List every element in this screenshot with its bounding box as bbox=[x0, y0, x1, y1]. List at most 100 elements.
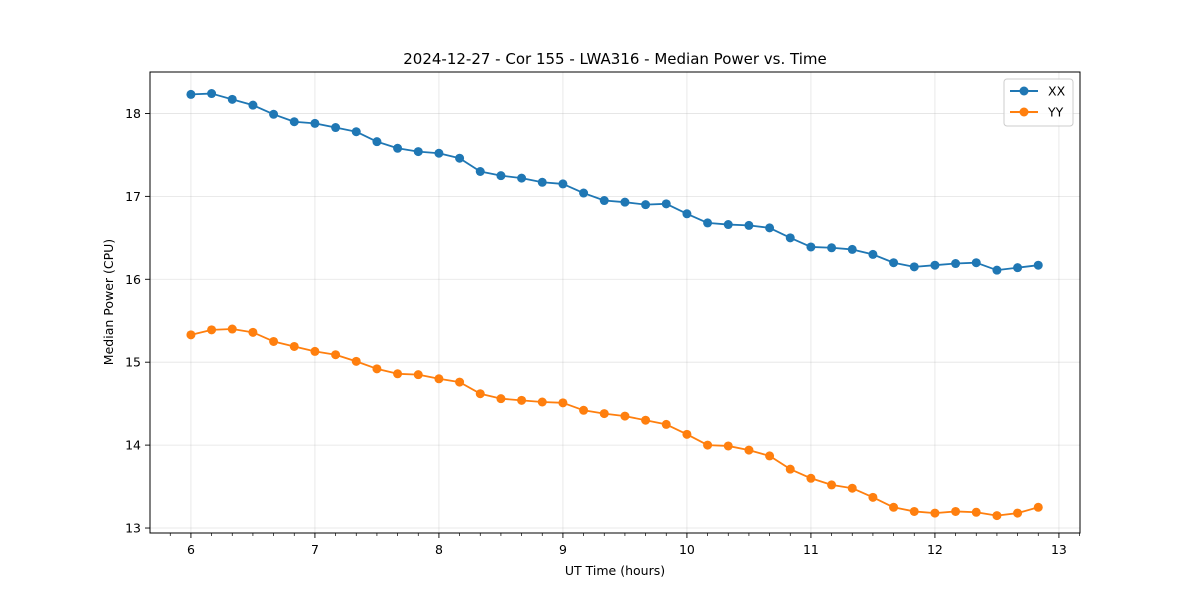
data-point-xx bbox=[455, 153, 465, 163]
data-point-yy bbox=[413, 370, 423, 380]
data-point-xx bbox=[1033, 260, 1043, 270]
data-point-xx bbox=[847, 244, 857, 254]
data-point-xx bbox=[248, 100, 258, 110]
data-point-yy bbox=[227, 324, 237, 334]
data-point-xx bbox=[971, 258, 981, 268]
data-point-yy bbox=[847, 483, 857, 493]
data-point-yy bbox=[620, 411, 630, 421]
data-point-xx bbox=[496, 171, 506, 181]
data-point-xx bbox=[620, 197, 630, 207]
data-point-xx bbox=[641, 200, 651, 210]
data-point-xx bbox=[227, 94, 237, 104]
data-point-xx bbox=[827, 243, 837, 253]
data-point-xx bbox=[723, 220, 733, 230]
data-point-xx bbox=[186, 89, 196, 99]
legend-marker-yy bbox=[1019, 107, 1029, 117]
data-point-yy bbox=[310, 346, 320, 356]
legend: XX YY bbox=[1003, 78, 1074, 127]
chart-title: 2024-12-27 - Cor 155 - LWA316 - Median P… bbox=[403, 50, 827, 68]
data-point-xx bbox=[806, 242, 816, 252]
data-point-xx bbox=[269, 109, 279, 119]
y-tick-label: 14 bbox=[125, 438, 141, 453]
data-point-yy bbox=[599, 409, 609, 419]
x-tick-label: 6 bbox=[187, 542, 195, 557]
data-point-xx bbox=[579, 188, 589, 198]
data-point-yy bbox=[765, 451, 775, 461]
data-point-xx bbox=[703, 218, 713, 228]
data-point-yy bbox=[393, 369, 403, 379]
x-tick-label: 13 bbox=[1051, 542, 1067, 557]
data-point-yy bbox=[248, 327, 258, 337]
plot-frame bbox=[149, 71, 1081, 534]
data-point-xx bbox=[558, 179, 568, 189]
data-point-yy bbox=[641, 415, 651, 425]
data-point-yy bbox=[909, 506, 919, 516]
data-point-xx bbox=[992, 265, 1002, 275]
data-point-xx bbox=[889, 258, 899, 268]
data-point-xx bbox=[351, 127, 361, 137]
data-point-yy bbox=[930, 508, 940, 518]
data-point-yy bbox=[517, 395, 527, 405]
legend-label-yy: YY bbox=[1047, 105, 1064, 120]
x-tick-label: 12 bbox=[927, 542, 943, 557]
data-point-yy bbox=[723, 441, 733, 451]
y-tick-label: 15 bbox=[125, 355, 141, 370]
data-point-yy bbox=[661, 419, 671, 429]
data-point-yy bbox=[372, 364, 382, 374]
data-point-xx bbox=[661, 199, 671, 209]
data-point-yy bbox=[1013, 508, 1023, 518]
data-point-yy bbox=[269, 336, 279, 346]
data-point-yy bbox=[475, 389, 485, 399]
data-point-yy bbox=[351, 356, 361, 366]
data-point-yy bbox=[868, 492, 878, 502]
data-point-xx bbox=[537, 177, 547, 187]
x-tick-label: 9 bbox=[559, 542, 567, 557]
legend-label-xx: XX bbox=[1048, 84, 1066, 99]
data-point-yy bbox=[434, 374, 444, 384]
data-point-xx bbox=[909, 262, 919, 272]
data-point-yy bbox=[558, 398, 568, 408]
data-point-yy bbox=[186, 330, 196, 340]
data-point-xx bbox=[765, 223, 775, 233]
data-point-xx bbox=[517, 173, 527, 183]
data-point-xx bbox=[951, 259, 961, 269]
data-point-xx bbox=[1013, 263, 1023, 273]
data-point-yy bbox=[744, 445, 754, 455]
data-point-yy bbox=[537, 397, 547, 407]
y-tick-label: 16 bbox=[125, 272, 141, 287]
data-point-xx bbox=[393, 143, 403, 153]
y-axis-label: Median Power (CPU) bbox=[101, 239, 116, 365]
data-point-xx bbox=[868, 249, 878, 259]
data-point-yy bbox=[971, 507, 981, 517]
data-point-yy bbox=[579, 405, 589, 415]
x-tick-label: 11 bbox=[803, 542, 819, 557]
y-tick-label: 18 bbox=[125, 106, 141, 121]
data-point-xx bbox=[413, 147, 423, 157]
data-point-xx bbox=[331, 123, 341, 133]
series-lines bbox=[186, 89, 1043, 521]
data-point-yy bbox=[785, 464, 795, 474]
data-point-xx bbox=[599, 196, 609, 206]
data-point-xx bbox=[207, 89, 217, 99]
data-point-yy bbox=[682, 429, 692, 439]
data-point-xx bbox=[744, 220, 754, 230]
data-point-yy bbox=[992, 511, 1002, 521]
data-point-yy bbox=[703, 440, 713, 450]
data-point-yy bbox=[889, 502, 899, 512]
data-point-xx bbox=[682, 209, 692, 219]
data-point-xx bbox=[289, 117, 299, 127]
data-point-yy bbox=[496, 394, 506, 404]
x-tick-label: 8 bbox=[435, 542, 443, 557]
data-point-yy bbox=[827, 480, 837, 490]
data-point-xx bbox=[785, 233, 795, 243]
x-tick-label: 7 bbox=[311, 542, 319, 557]
y-tick-label: 13 bbox=[125, 521, 141, 536]
data-point-xx bbox=[930, 260, 940, 270]
data-point-yy bbox=[951, 506, 961, 516]
tick-marks: 6 7 8 9 10 11 12 13 13 14 15 16 17 18 bbox=[125, 106, 1080, 557]
data-point-yy bbox=[331, 350, 341, 360]
legend-marker-xx bbox=[1019, 86, 1029, 96]
data-point-xx bbox=[434, 148, 444, 158]
